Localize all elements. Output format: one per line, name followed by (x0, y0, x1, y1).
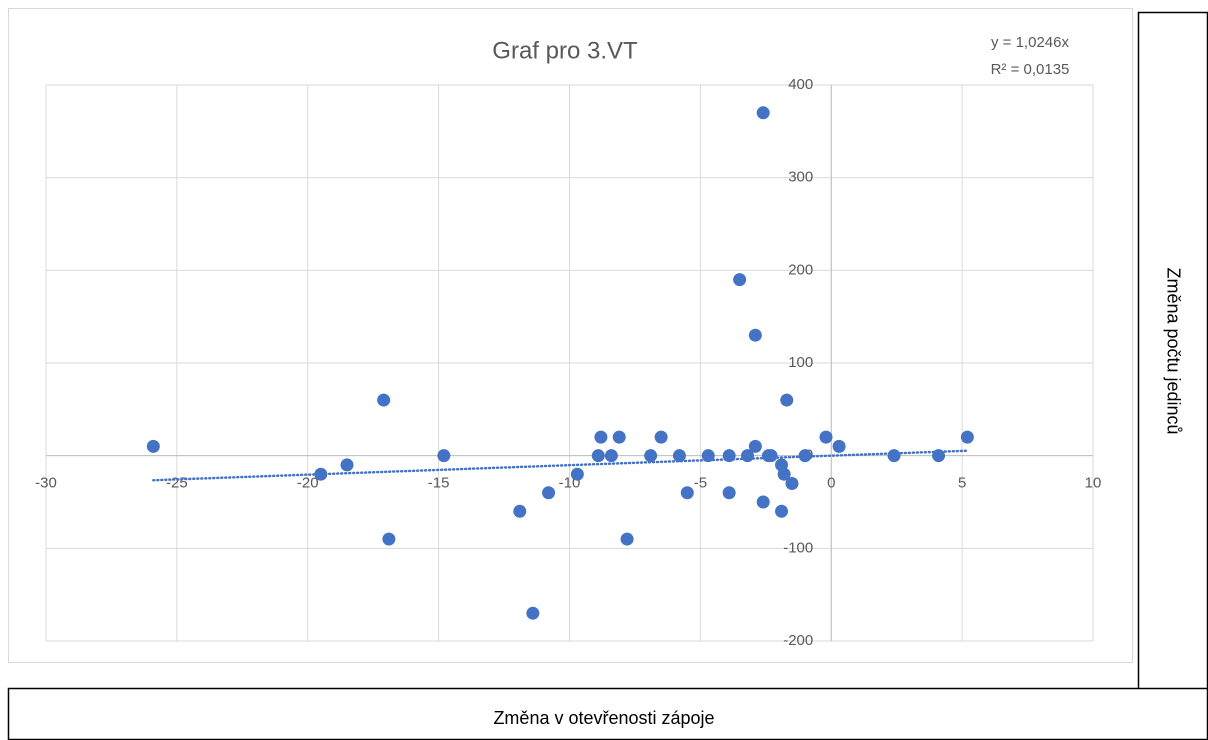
y-tick-label: 200 (788, 261, 813, 278)
chart-area (8, 8, 1133, 663)
x-tick-label: 5 (958, 475, 966, 492)
point (620, 532, 634, 546)
point (672, 449, 686, 463)
point (932, 449, 946, 463)
trend-r-squared: R² = 0,0135 (991, 61, 1070, 78)
point (437, 449, 451, 463)
point (340, 458, 354, 472)
point (654, 430, 668, 444)
point (701, 449, 715, 463)
point (756, 106, 770, 120)
point (542, 486, 556, 500)
point (644, 449, 658, 463)
point (570, 467, 584, 481)
y-tick-label: 300 (788, 169, 813, 186)
point (146, 439, 160, 453)
point (775, 504, 789, 518)
point (594, 430, 608, 444)
x-tick-label: -20 (297, 475, 319, 492)
point (526, 606, 540, 620)
x-tick-label: -15 (428, 475, 450, 492)
y-axis-title: Změna počtu jedinců (1163, 267, 1183, 434)
y-label-box (1137, 11, 1208, 692)
y-tick-label: -100 (783, 539, 813, 556)
point (513, 504, 527, 518)
point (748, 439, 762, 453)
point (314, 467, 328, 481)
point (819, 430, 833, 444)
point (748, 328, 762, 342)
chart-title: Graf pro 3.VT (492, 37, 638, 64)
point (785, 476, 799, 490)
y-tick-label: -200 (783, 632, 813, 649)
point (960, 430, 974, 444)
point (733, 273, 747, 287)
x-tick-label: -5 (694, 475, 707, 492)
x-label-box (7, 687, 1208, 740)
point (680, 486, 694, 500)
x-tick-label: 0 (827, 475, 835, 492)
x-axis-title: Změna v otevřenosti zápoje (493, 708, 714, 728)
point (756, 495, 770, 509)
point (382, 532, 396, 546)
point (887, 449, 901, 463)
point (377, 393, 391, 407)
point (604, 449, 618, 463)
point (777, 467, 791, 481)
point (722, 449, 736, 463)
y-tick-label: 100 (788, 354, 813, 371)
point (722, 486, 736, 500)
x-tick-label: -25 (166, 475, 188, 492)
point (591, 449, 605, 463)
point (780, 393, 794, 407)
point (612, 430, 626, 444)
y-tick-label: 400 (788, 76, 813, 93)
point (764, 449, 778, 463)
x-tick-label: 10 (1085, 475, 1102, 492)
trend-equation: y = 1,0246x (991, 34, 1069, 51)
point (798, 449, 812, 463)
x-tick-label: -30 (35, 475, 57, 492)
point (832, 439, 846, 453)
trendline (152, 449, 969, 482)
point (740, 449, 754, 463)
